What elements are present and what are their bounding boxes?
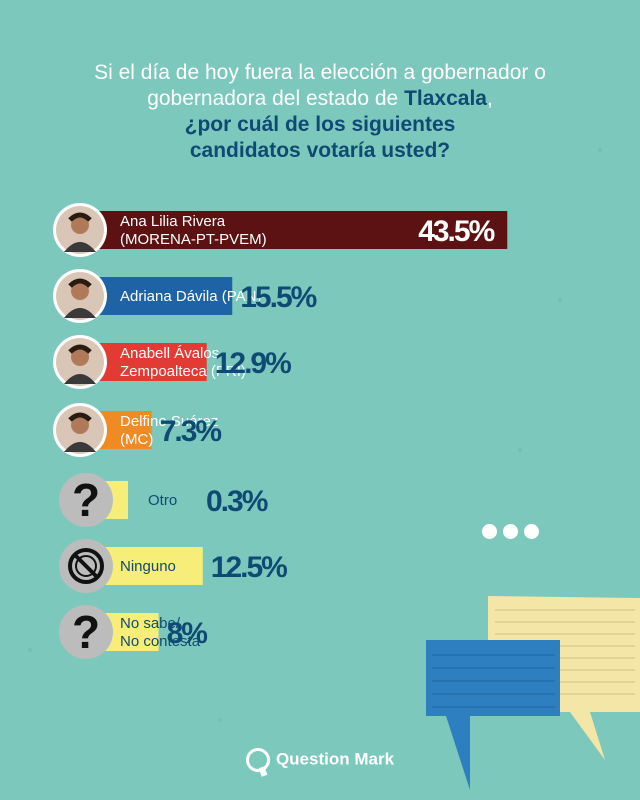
value-label-5: 12.5% <box>211 551 287 584</box>
photo-avatar-icon-2 <box>53 335 107 389</box>
blue-bubble <box>426 640 560 790</box>
svg-text:?: ? <box>72 606 100 658</box>
photo-avatar-icon-3 <box>53 403 107 457</box>
bar-label-2-1: Zempoalteca (PRI) <box>120 363 246 380</box>
title-state-name: Tlaxcala <box>404 87 487 110</box>
value-label-4: 0.3% <box>206 485 268 518</box>
bar-label-3-0: Delfino Suárez <box>120 413 218 430</box>
newspaper-bubble <box>488 596 640 760</box>
bar-label-0-1: (MORENA-PT-PVEM) <box>120 231 267 248</box>
title-question-1: ¿por cuál de los siguientes <box>184 113 456 136</box>
value-label-0: 43.5% <box>418 215 494 248</box>
bar-0 <box>80 211 508 249</box>
value-label-2: 12.9% <box>215 347 291 380</box>
bar-label-0-0: Ana Lilia Rivera <box>120 213 226 230</box>
bar-label-6-1: No contesta <box>120 633 201 650</box>
bar-label-3-1: (MC) <box>120 431 153 448</box>
value-label-3: 7.3% <box>160 415 222 448</box>
value-label-1: 15.5% <box>240 281 316 314</box>
question-icon-4: ? <box>59 473 113 527</box>
title-line-2-post: , <box>486 87 493 110</box>
brand-footer: Question Mark <box>0 748 640 772</box>
more-dots-icon <box>482 524 539 539</box>
brand-name: Question Mark <box>275 749 395 769</box>
title-question-2: candidatos votaría usted? <box>189 139 451 162</box>
photo-avatar-icon-0 <box>53 203 107 257</box>
no-symbol-icon-5 <box>59 539 113 593</box>
svg-text:?: ? <box>72 474 100 526</box>
survey-question-title: Si el día de hoy fuera la elección a gob… <box>40 60 600 164</box>
title-line-2-pre: gobernadora del estado de <box>147 87 405 110</box>
question-icon-6: ? <box>59 605 113 659</box>
title-line-1: Si el día de hoy fuera la elección a gob… <box>94 61 546 84</box>
bar-label-5-0: Ninguno <box>120 558 176 575</box>
value-label-6: 8% <box>167 617 208 650</box>
bar-label-1-0: Adriana Dávila (PAN) <box>120 288 261 305</box>
bar-label-2-0: Anabell Ávalos <box>120 345 219 362</box>
bar-label-4-0: Otro <box>148 492 177 509</box>
photo-avatar-icon-1 <box>53 269 107 323</box>
bar-label-6-0: No sabe/ <box>120 615 181 632</box>
question-mark-logo-icon <box>245 748 270 772</box>
